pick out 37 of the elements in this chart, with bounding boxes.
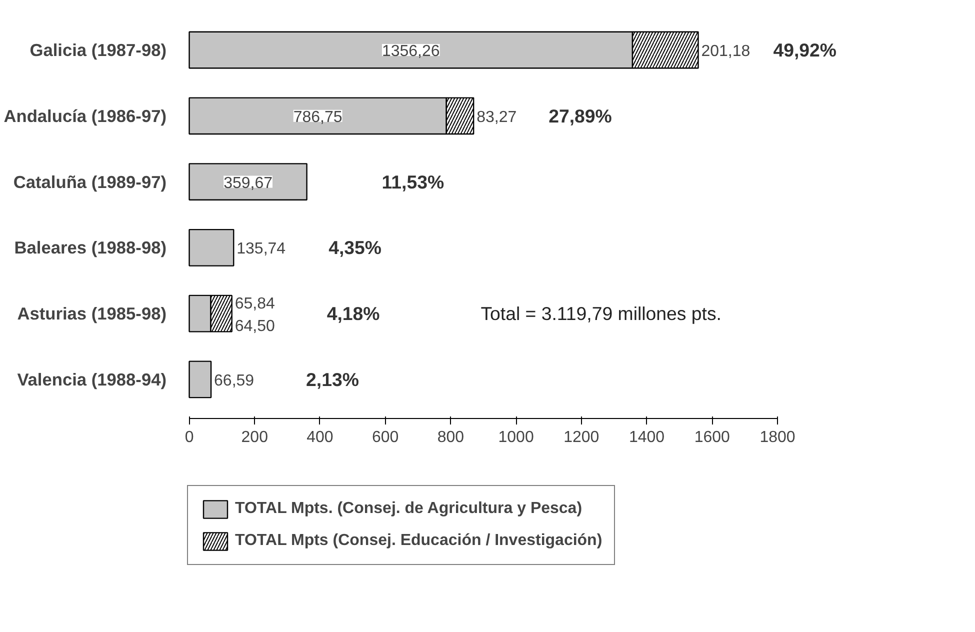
data-label: 65,84 bbox=[234, 295, 275, 312]
x-tick-label: 0 bbox=[184, 428, 194, 446]
annotation: 4,18% bbox=[326, 303, 380, 324]
bar bbox=[188, 163, 308, 201]
x-tick-label: 1800 bbox=[760, 428, 796, 446]
data-label: 359,67 bbox=[224, 174, 273, 192]
bar bbox=[188, 228, 234, 266]
y-tick-label: Galicia (1987-98) bbox=[30, 40, 166, 60]
x-tick-label: 1400 bbox=[628, 428, 665, 446]
data-label: 83,27 bbox=[476, 108, 517, 126]
annotation: 4,35% bbox=[328, 237, 382, 258]
data-label: 201,18 bbox=[701, 43, 750, 60]
x-tick-label: 1600 bbox=[694, 428, 730, 446]
data-label: 66,59 bbox=[214, 372, 254, 390]
annotation: Total = 3.119,79 millones pts. bbox=[480, 303, 722, 324]
x-tick-label: 600 bbox=[372, 428, 399, 446]
x-tick-label: 200 bbox=[241, 428, 268, 446]
y-tick-label: Cataluña (1989-97) bbox=[13, 172, 167, 192]
annotation: 2,13% bbox=[306, 368, 360, 390]
y-tick-label: Andalucía (1986-97) bbox=[4, 106, 167, 126]
bar bbox=[188, 360, 212, 398]
annotation: 27,89% bbox=[548, 105, 612, 126]
annotation: 11,53% bbox=[382, 171, 444, 192]
y-tick-label: Valencia (1988-94) bbox=[17, 369, 166, 390]
y-tick-label: Baleares (1988-98) bbox=[14, 238, 167, 258]
legend-label: TOTAL Mpts. (Consej. de Agricultura y Pesca) bbox=[235, 500, 582, 518]
x-tick-label: 800 bbox=[437, 428, 464, 446]
data-label: 135,74 bbox=[236, 240, 286, 258]
x-tick-label: 1200 bbox=[564, 428, 600, 446]
x-tick-label: 1000 bbox=[498, 428, 534, 446]
data-label: 64,50 bbox=[234, 318, 275, 335]
annotation: 49,92% bbox=[773, 40, 837, 61]
y-tick-label: Asturias (1985-98) bbox=[17, 304, 167, 324]
legend-label: TOTAL Mpts (Consej. Educación / Investigación) bbox=[235, 532, 602, 550]
x-tick-label: 400 bbox=[306, 428, 334, 446]
data-label: 1356,26 bbox=[382, 43, 440, 60]
data-label: 786,75 bbox=[293, 108, 342, 126]
